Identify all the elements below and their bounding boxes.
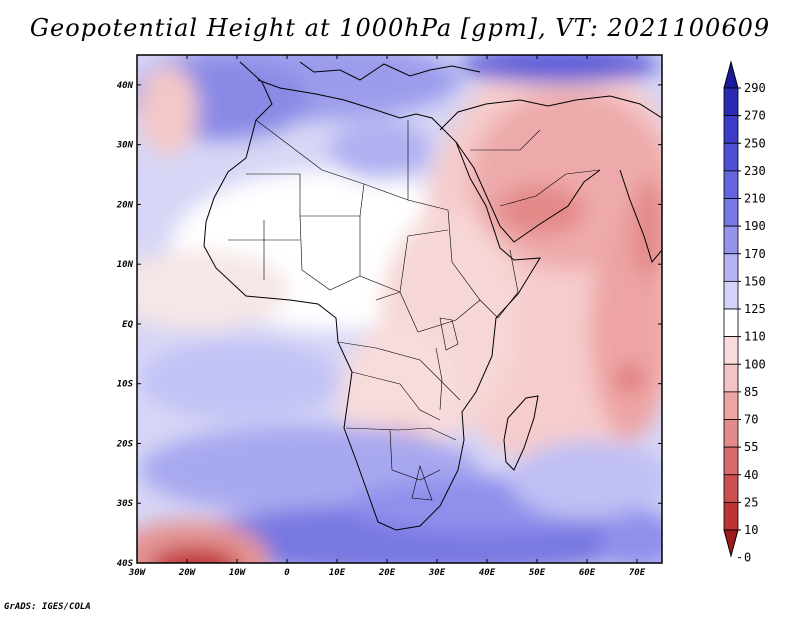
lon-label: 60E — [579, 568, 596, 578]
colorbar-label: 55 — [744, 440, 758, 454]
colorbar-swatch — [723, 419, 739, 448]
colorbar-label: 110 — [744, 330, 766, 344]
lon-label: 30W — [128, 568, 147, 578]
colorbar-label: 210 — [744, 192, 766, 206]
asia-coastline — [439, 95, 662, 131]
lon-label: 20W — [178, 568, 197, 578]
lon-label: 10E — [329, 568, 346, 578]
colorbar-swatch — [723, 363, 739, 393]
madagascar-coastline — [503, 395, 539, 471]
colorbar-label: 40 — [744, 468, 758, 482]
lat-label: 30N — [116, 141, 134, 151]
colorbar-label: 170 — [744, 247, 766, 261]
coastlines — [203, 61, 662, 531]
height-field — [137, 55, 662, 563]
lat-label: EQ — [122, 320, 133, 330]
lat-label: 40N — [117, 81, 134, 91]
lat-label: 40S — [117, 559, 134, 569]
lon-label: 40E — [479, 568, 496, 578]
lon-label: 10W — [229, 568, 247, 578]
colorbar-swatch — [723, 474, 739, 503]
latitude-axis: 40N 30N 20N 10N EQ 10S 20S 30S 40S — [116, 81, 662, 569]
colorbar-swatch — [723, 446, 739, 476]
lat-label: 30S — [116, 499, 134, 509]
colorbar-label: 290 — [744, 81, 766, 95]
colorbar-swatch — [723, 87, 739, 117]
lon-label: 0 — [284, 568, 290, 578]
europe-coastline — [299, 61, 481, 81]
lat-label: 20N — [116, 200, 134, 210]
india-coastline — [619, 169, 662, 264]
lon-label: 70E — [629, 568, 646, 578]
colorbar-swatch — [723, 336, 739, 365]
arabia-coastline — [455, 141, 601, 243]
colorbar-swatch — [723, 198, 739, 227]
colorbar-swatch — [723, 170, 739, 199]
colorbar-swatch — [723, 253, 739, 282]
colorbar-swatch — [723, 391, 739, 420]
colorbar-label: 85 — [744, 385, 758, 399]
colorbar-swatch — [723, 501, 739, 531]
longitude-axis: 30W 20W 10W 0 10E 20E 30E 40E 50E 60E 70E — [128, 55, 646, 578]
colorbar-label: 270 — [744, 109, 766, 123]
colorbar-label: 150 — [744, 274, 766, 288]
colorbar-label: 70 — [744, 413, 758, 427]
colorbar-label: 250 — [744, 136, 766, 150]
colorbar-swatch — [723, 225, 739, 255]
colorbar-label: 190 — [744, 219, 766, 233]
colorbar-swatch — [723, 280, 739, 310]
lon-label: 20E — [378, 568, 396, 578]
lat-label: 10S — [117, 380, 134, 390]
lon-label: 50E — [529, 568, 546, 578]
colorbar-label: 230 — [744, 164, 766, 178]
lat-label: 10N — [117, 260, 134, 270]
colorbar-label: 100 — [744, 357, 766, 371]
country-borders — [228, 119, 601, 501]
colorbar-swatch — [723, 115, 739, 144]
colorbar-label: 125 — [744, 302, 766, 316]
colorbar-swatch — [723, 308, 739, 338]
map-title: Geopotential Height at 1000hPa [gpm], VT… — [29, 14, 771, 42]
map-frame — [136, 54, 663, 564]
colorbar-label: 10 — [744, 523, 758, 537]
lon-label: 30E — [428, 568, 446, 578]
colorbar-label: 0 — [744, 551, 751, 565]
colorbar-min-arrow — [723, 529, 739, 558]
africa-coastline — [203, 61, 541, 531]
lat-label: 20S — [116, 439, 134, 449]
colorbar-max-arrow — [723, 60, 739, 89]
colorbar-swatch — [723, 142, 739, 172]
software-credit: GrADS: IGES/COLA — [4, 602, 91, 612]
colorbar-label: 25 — [744, 495, 758, 509]
colorbar: 2902702502302101901701501251101008570554… — [723, 60, 766, 565]
